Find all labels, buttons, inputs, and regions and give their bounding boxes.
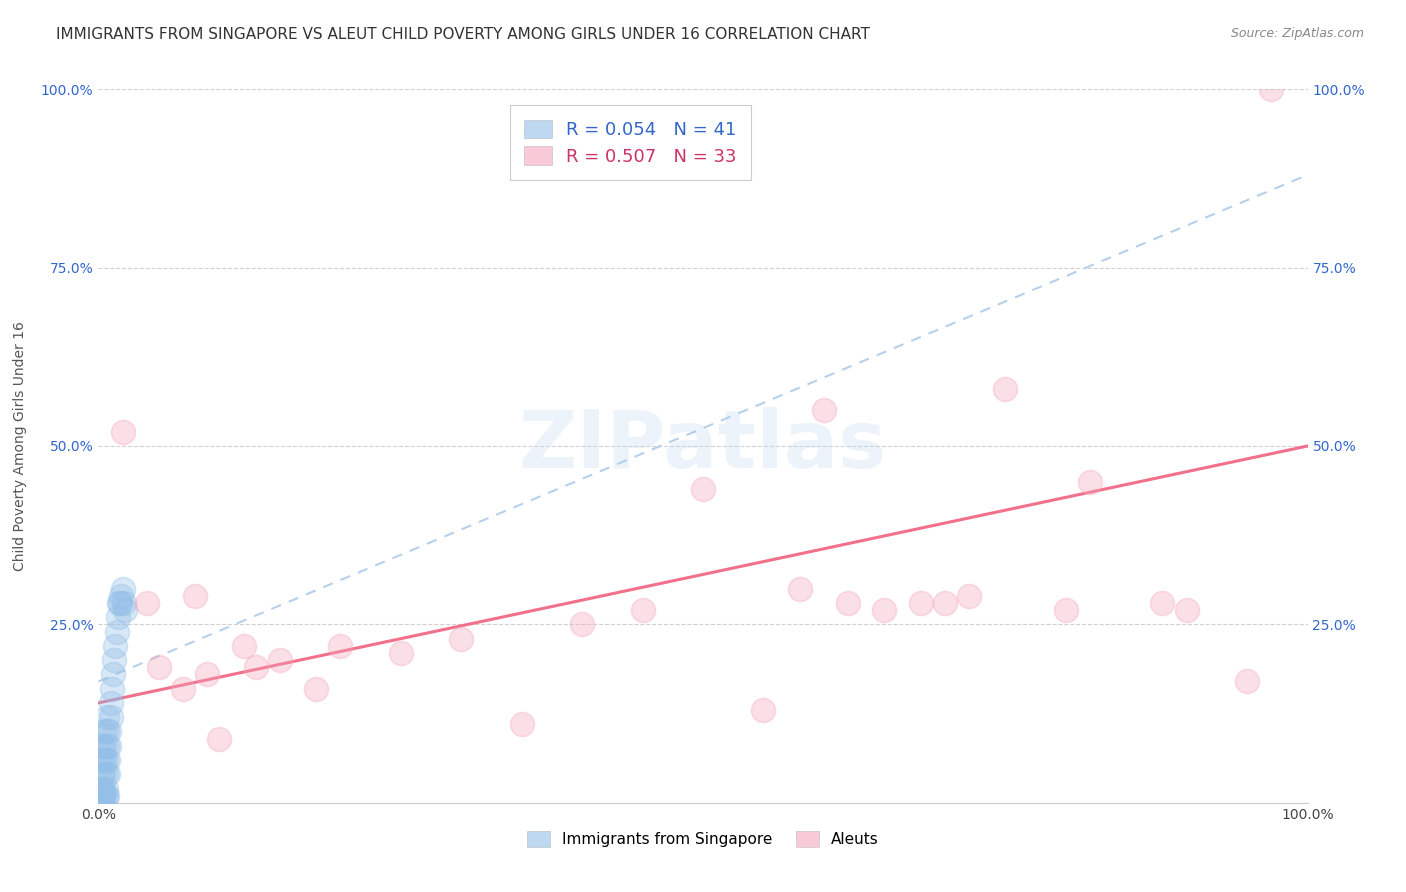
Point: [107, 610, 129, 624]
Point: [108, 596, 131, 610]
Point: [450, 632, 472, 646]
Point: [91, 796, 114, 810]
Point: [110, 589, 132, 603]
Point: [1078, 475, 1101, 489]
Point: [91, 781, 114, 796]
Point: [93, 739, 115, 753]
Point: [631, 603, 654, 617]
Point: [114, 603, 136, 617]
Point: [91, 767, 114, 781]
Point: [91, 796, 114, 810]
Point: [232, 639, 254, 653]
Text: ZIPatlas: ZIPatlas: [519, 407, 887, 485]
Point: [510, 717, 533, 731]
Point: [100, 681, 122, 696]
Point: [94, 753, 117, 767]
Point: [96, 739, 118, 753]
Point: [105, 624, 128, 639]
Point: [873, 603, 896, 617]
Point: [108, 596, 131, 610]
Point: [1175, 603, 1198, 617]
Point: [112, 596, 135, 610]
Point: [1054, 603, 1077, 617]
Point: [837, 596, 859, 610]
Text: Source: ZipAtlas.com: Source: ZipAtlas.com: [1230, 27, 1364, 40]
Point: [329, 639, 352, 653]
Point: [1152, 596, 1174, 610]
Point: [994, 382, 1017, 396]
Point: [135, 596, 157, 610]
Point: [184, 589, 207, 603]
Point: [957, 589, 980, 603]
Point: [208, 731, 231, 746]
Point: [91, 753, 114, 767]
Point: [96, 710, 118, 724]
Point: [94, 789, 117, 803]
Point: [1236, 674, 1258, 689]
Point: [269, 653, 291, 667]
Point: [97, 753, 120, 767]
Legend: Immigrants from Singapore, Aleuts: Immigrants from Singapore, Aleuts: [515, 819, 891, 859]
Point: [91, 789, 114, 803]
Point: [104, 639, 127, 653]
Point: [90, 796, 112, 810]
Point: [91, 767, 114, 781]
Point: [101, 667, 124, 681]
Point: [90, 781, 112, 796]
Point: [910, 596, 932, 610]
Point: [100, 710, 122, 724]
Point: [94, 781, 117, 796]
Point: [93, 789, 115, 803]
Point: [148, 660, 170, 674]
Point: [111, 582, 134, 596]
Point: [813, 403, 835, 417]
Point: [93, 724, 115, 739]
Point: [100, 696, 122, 710]
Point: [98, 739, 121, 753]
Point: [94, 767, 117, 781]
Point: [96, 789, 118, 803]
Point: [91, 739, 114, 753]
Point: [571, 617, 593, 632]
Point: [245, 660, 267, 674]
Y-axis label: Child Poverty Among Girls Under 16: Child Poverty Among Girls Under 16: [13, 321, 27, 571]
Point: [98, 724, 121, 739]
Point: [1260, 82, 1282, 96]
Point: [789, 582, 811, 596]
Point: [103, 653, 125, 667]
Point: [97, 767, 120, 781]
Point: [305, 681, 328, 696]
Text: IMMIGRANTS FROM SINGAPORE VS ALEUT CHILD POVERTY AMONG GIRLS UNDER 16 CORRELATIO: IMMIGRANTS FROM SINGAPORE VS ALEUT CHILD…: [56, 27, 870, 42]
Point: [111, 425, 134, 439]
Point: [172, 681, 194, 696]
Point: [96, 724, 118, 739]
Point: [389, 646, 412, 660]
Point: [93, 753, 115, 767]
Point: [752, 703, 775, 717]
Point: [195, 667, 218, 681]
Point: [692, 482, 714, 496]
Point: [90, 796, 112, 810]
Point: [934, 596, 956, 610]
